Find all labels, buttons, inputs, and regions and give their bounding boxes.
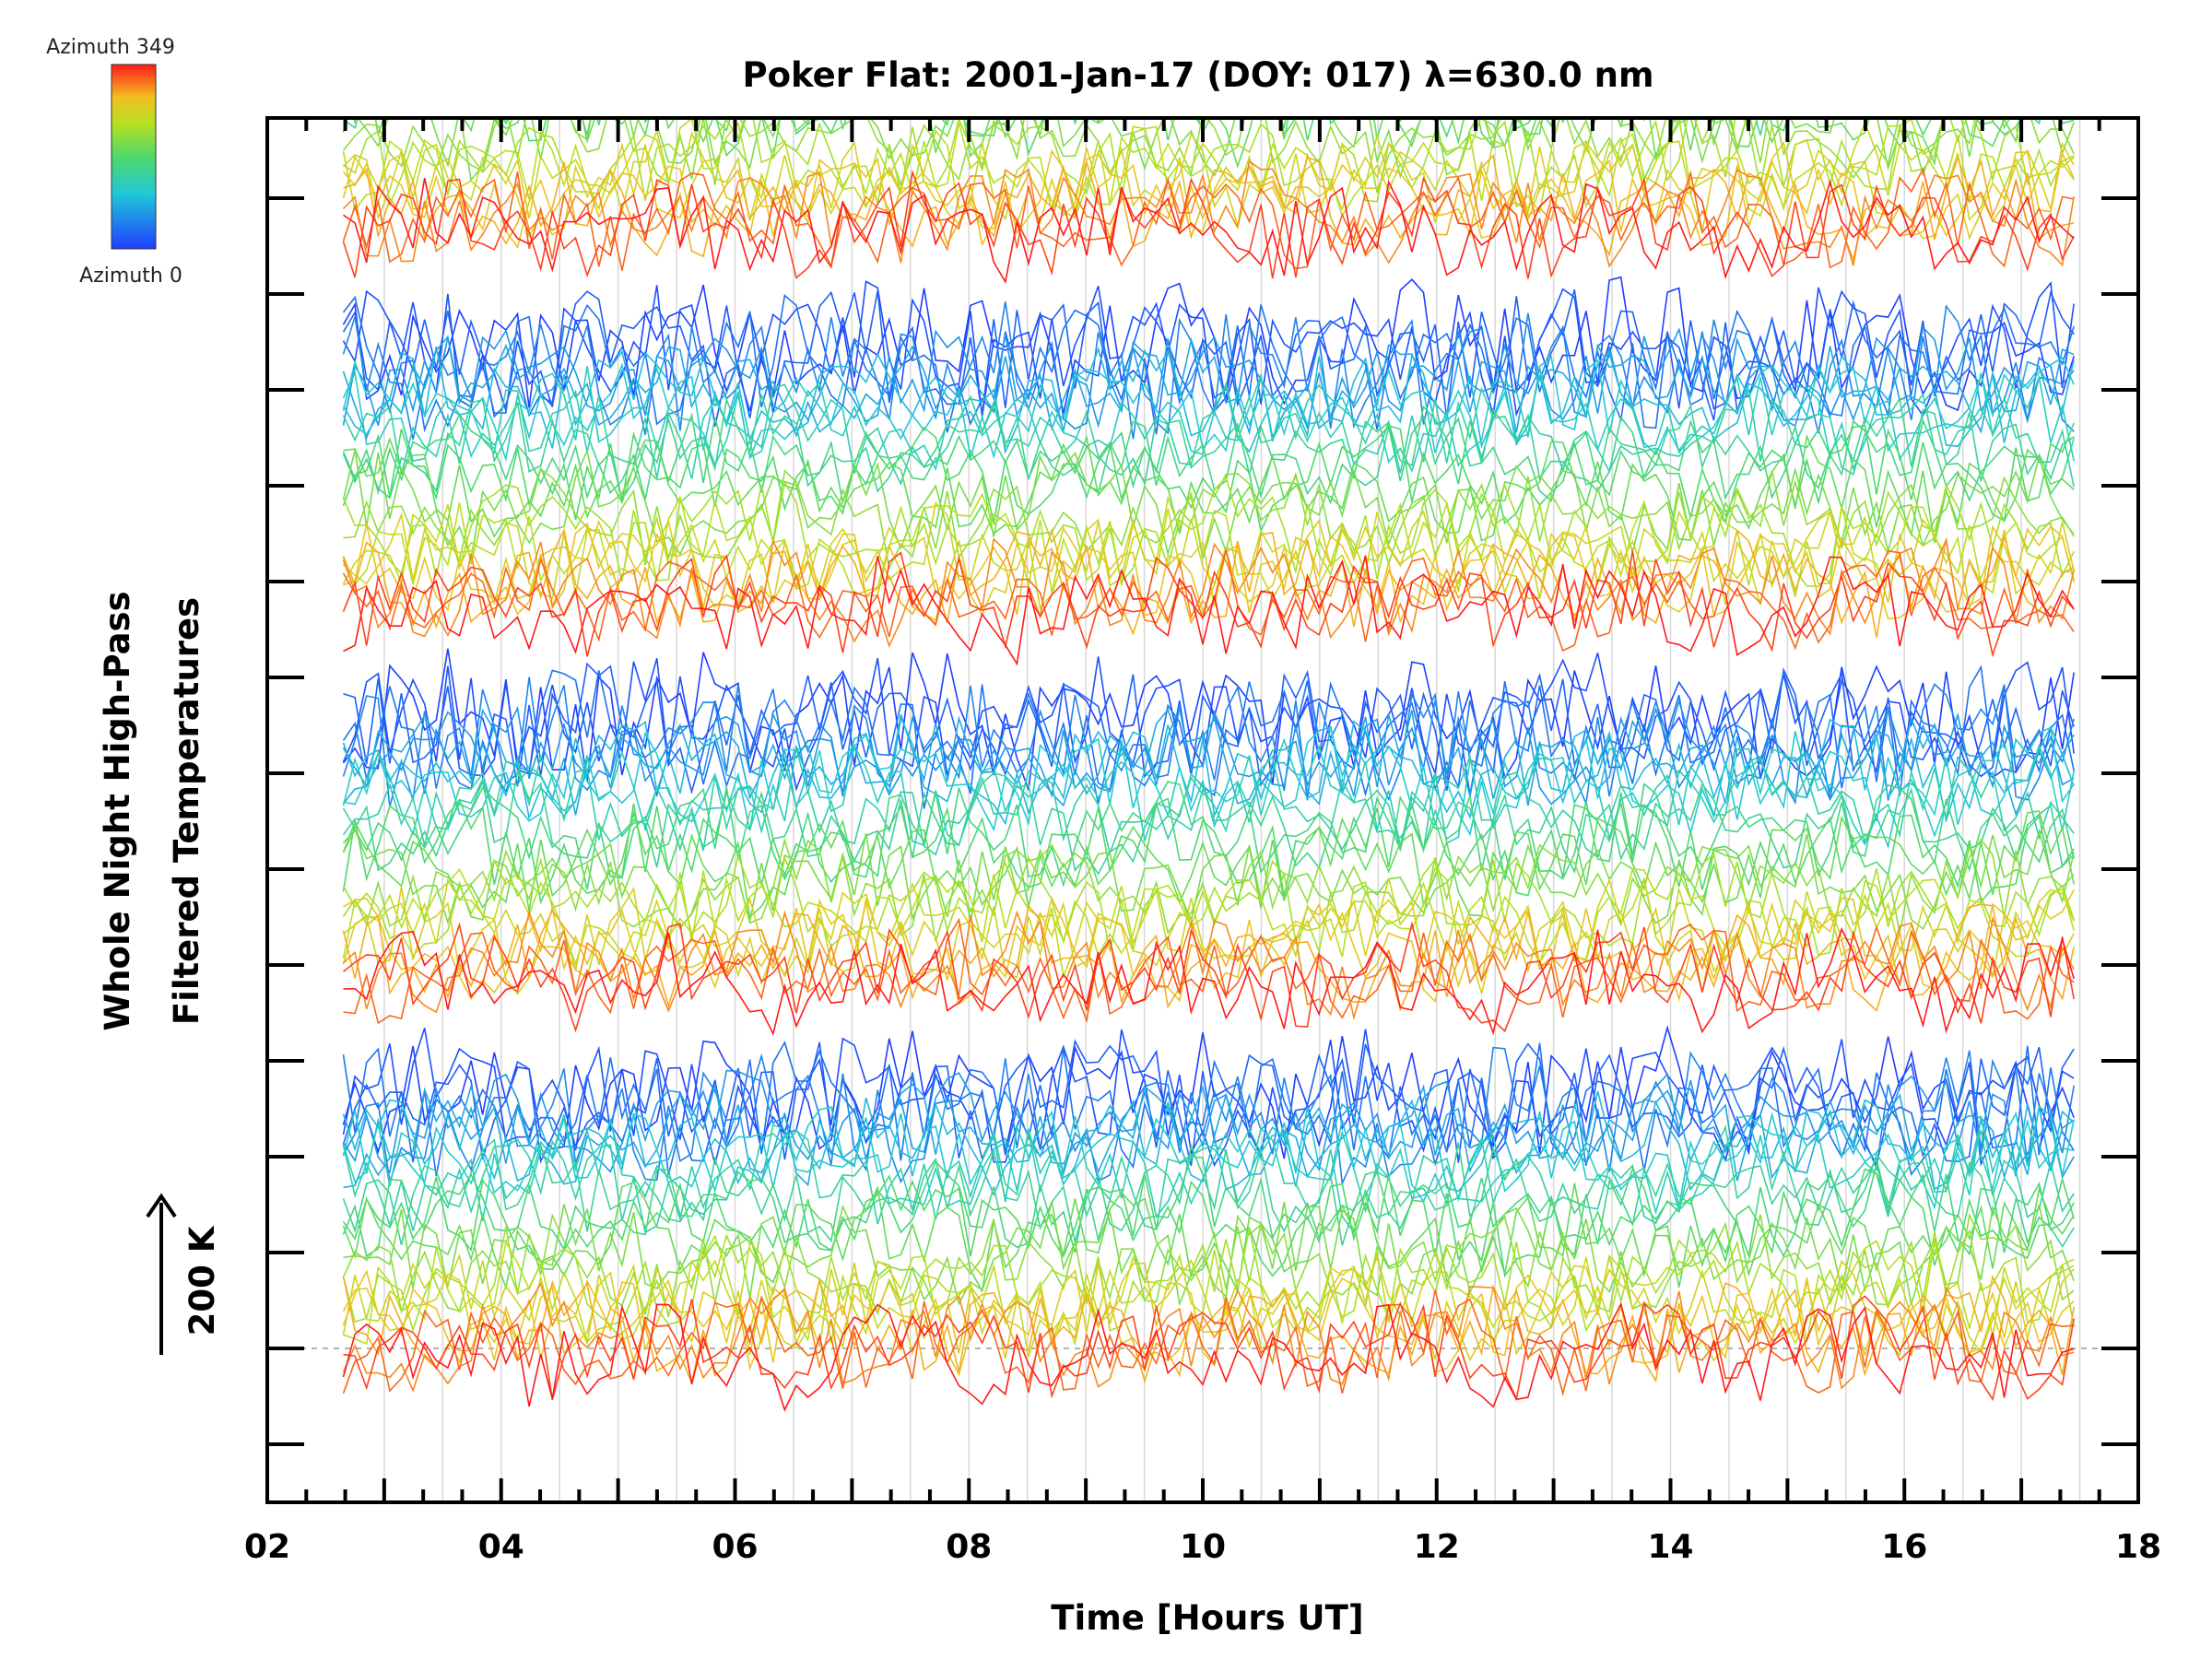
series-line-g1-az187	[342, 809, 2075, 919]
x-tick-label: 08	[946, 1528, 992, 1566]
series-line-g0-az280	[342, 1269, 2075, 1377]
series-line-g3-az200	[357, 118, 2075, 182]
x-tick-label: 10	[1180, 1528, 1226, 1566]
series-line-g1-az320	[343, 917, 2075, 1025]
series-line-g2-az26	[342, 289, 2075, 427]
series-line-g2-az320	[342, 549, 2075, 653]
series-line-g0-az120	[342, 1113, 2075, 1221]
series-line-g1-az80	[342, 708, 2075, 817]
series-line-g3-az67	[344, 0, 2075, 51]
series-line-g3-az227	[343, 118, 2075, 208]
x-tick-label: 02	[244, 1528, 290, 1566]
scale-bar-arrow-head	[146, 1193, 177, 1218]
series-line-g0-az227	[342, 1227, 2075, 1333]
series-line-g3-az267	[342, 139, 2075, 241]
x-tick-labels: 02 04 06 08 10 12 14 16 18	[244, 1528, 2161, 1566]
series-line-g0-az67	[342, 1069, 2075, 1180]
y-axis-label-line2: Filtered Temperatures	[167, 597, 206, 1025]
series-line-g2-az133	[342, 381, 2075, 488]
series-line-g0-az253	[342, 1252, 2075, 1358]
series-line-g2-az333	[342, 550, 2075, 658]
series-line-g1-az26	[343, 662, 2075, 795]
x-tick-label: 14	[1647, 1528, 1693, 1566]
series-line-g0-az320	[342, 1289, 2075, 1397]
x-tick-label: 16	[1881, 1528, 1927, 1566]
colorbar	[111, 64, 157, 250]
series-line-g2-az80	[342, 335, 2075, 441]
series-line-g2-az349	[343, 555, 2075, 666]
series-line-g3-az173	[342, 118, 2075, 157]
series-line-g3-az253	[342, 120, 2075, 229]
y-axis-label-line1: Whole Night High-Pass	[98, 591, 137, 1030]
series-line-g0-az0	[342, 1025, 2075, 1162]
series-line-g2-az147	[342, 394, 2075, 501]
series-line-g3-az53	[344, 0, 2075, 64]
series-line-g0-az293	[342, 1275, 2075, 1385]
series-line-g1-az93	[342, 714, 2075, 826]
series-line-g1-az13	[342, 653, 2075, 792]
series-line-g3-az349	[343, 178, 2075, 285]
colorbar-top-label: Azimuth 349	[46, 36, 175, 59]
series-line-g2-az200	[342, 448, 2075, 562]
series-line-g3-az320	[342, 167, 2075, 271]
series-line-g1-az133	[342, 753, 2075, 859]
series-line-g0-az173	[342, 1168, 2075, 1278]
scale-bar-label: 200 K	[182, 1225, 222, 1335]
series-line-g2-az53	[342, 301, 2075, 440]
series-line-g3-az240	[342, 118, 2075, 218]
series-line-g2-az227	[342, 476, 2075, 588]
series-line-g3-az333	[342, 169, 2075, 279]
series-line-g0-az333	[343, 1295, 2075, 1402]
series-line-g2-az40	[342, 293, 2075, 435]
series-line-g2-az213	[343, 467, 2075, 571]
series-line-g1-az227	[342, 853, 2075, 957]
series-line-g1-az173	[342, 794, 2075, 905]
x-tick-label: 12	[1414, 1528, 1460, 1566]
series-line-g3-az0	[344, 0, 2075, 39]
series-lines	[342, 0, 2075, 1412]
series-line-g3-az40	[344, 0, 2075, 53]
series-line-g1-az349	[343, 926, 2075, 1037]
series-line-g0-az213	[342, 1212, 2075, 1318]
x-tick-label: 06	[712, 1528, 758, 1566]
x-tick-label: 18	[2115, 1528, 2161, 1566]
series-line-g2-az93	[342, 346, 2075, 454]
series-line-g1-az160	[342, 781, 2075, 890]
chart-title: Poker Flat: 2001-Jan-17 (DOY: 017) λ=630…	[742, 55, 1653, 95]
series-line-g2-az120	[342, 366, 2075, 473]
colorbar-bottom-label: Azimuth 0	[79, 265, 182, 288]
series-line-g1-az120	[342, 737, 2075, 850]
series-line-g3-az26	[344, 0, 2075, 51]
series-line-g2-az307	[342, 536, 2075, 648]
x-axis-label: Time [Hours UT]	[1051, 1598, 1363, 1638]
series-line-g0-az107	[342, 1105, 2075, 1210]
plot-frame	[265, 116, 2140, 1504]
series-line-g1-az333	[342, 921, 2075, 1033]
series-line-g1-az240	[342, 866, 2075, 967]
series-line-g0-az187	[342, 1181, 2075, 1294]
series-line-g1-az67	[342, 698, 2075, 806]
series-line-g0-az133	[342, 1124, 2075, 1235]
x-tick-label: 04	[478, 1528, 524, 1566]
series-line-g2-az280	[343, 522, 2075, 624]
series-line-g3-az13	[344, 0, 2075, 44]
series-line-g2-az267	[342, 511, 2075, 617]
series-line-g0-az160	[342, 1156, 2075, 1259]
series-line-g1-az253	[343, 876, 2075, 980]
series-line-g0-az349	[342, 1301, 2075, 1412]
